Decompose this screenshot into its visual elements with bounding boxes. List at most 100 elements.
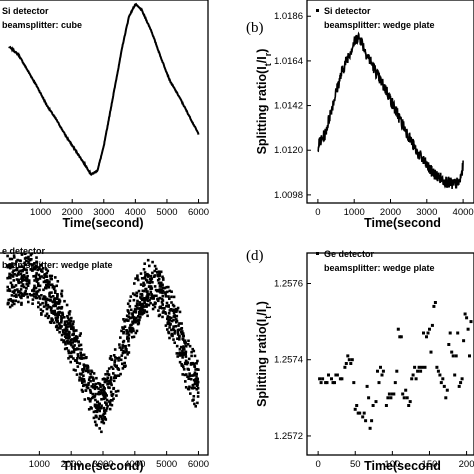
data-point — [62, 340, 65, 344]
data-point — [89, 375, 93, 379]
data-point — [118, 346, 122, 349]
data-point — [19, 288, 23, 291]
data-point — [92, 378, 95, 382]
data-point — [110, 358, 114, 361]
data-point — [67, 349, 70, 352]
data-point — [156, 271, 159, 274]
data-point — [54, 318, 58, 322]
data-point — [60, 321, 63, 324]
data-point — [136, 276, 139, 280]
data-point — [38, 266, 41, 269]
data-point — [72, 320, 75, 323]
data-point — [172, 315, 176, 318]
x-tick-label: 0 — [315, 459, 320, 470]
data-point — [148, 281, 151, 285]
data-point — [8, 257, 12, 261]
data-point — [25, 279, 28, 283]
data-point — [124, 364, 127, 368]
data-point — [23, 291, 27, 295]
data-point — [103, 380, 107, 384]
data-point — [25, 282, 28, 286]
data-point — [166, 317, 169, 321]
data-point — [127, 344, 131, 347]
data-point — [87, 378, 91, 381]
data-point — [41, 297, 45, 300]
data-point — [22, 273, 26, 277]
data-point — [87, 381, 90, 385]
data-point — [56, 301, 59, 304]
data-point — [27, 260, 30, 264]
data-point — [120, 329, 123, 333]
data-point — [132, 329, 135, 333]
data-point — [368, 426, 372, 430]
data-point — [44, 296, 47, 299]
data-point — [67, 322, 70, 325]
data-point — [52, 304, 56, 307]
data-point — [112, 397, 115, 400]
data-point — [133, 282, 136, 285]
data-point — [72, 332, 75, 336]
data-point — [121, 351, 125, 355]
x-tick-label: 1000 — [344, 207, 365, 218]
data-point — [164, 292, 167, 296]
data-point — [80, 379, 84, 383]
data-point — [47, 286, 51, 289]
data-point — [154, 301, 157, 305]
data-point — [172, 311, 176, 315]
data-point — [137, 319, 140, 322]
data-point — [194, 377, 197, 381]
data-point — [6, 285, 9, 289]
data-point — [164, 324, 168, 327]
data-point — [89, 397, 92, 401]
data-point — [186, 375, 189, 378]
data-point — [51, 286, 55, 289]
data-point — [68, 340, 72, 344]
data-point — [17, 293, 21, 297]
y-tick-label: 1.0120 — [274, 145, 303, 156]
data-point — [79, 343, 83, 347]
data-point — [352, 381, 356, 385]
data-point — [117, 374, 121, 377]
data-point — [70, 316, 73, 320]
data-point — [151, 307, 155, 311]
data-point — [10, 294, 14, 297]
data-point — [121, 367, 125, 370]
data-point — [182, 353, 185, 357]
data-point — [80, 377, 84, 380]
data-point — [168, 336, 171, 340]
data-point — [113, 364, 117, 367]
data-point — [67, 351, 71, 354]
data-point — [21, 274, 24, 278]
data-point — [37, 282, 40, 285]
data-point — [126, 335, 129, 338]
data-point — [144, 298, 147, 302]
data-point — [76, 353, 80, 356]
data-point — [56, 294, 59, 297]
legend-marker — [316, 252, 319, 255]
data-point — [125, 350, 128, 353]
data-point — [60, 289, 64, 293]
data-point — [82, 363, 86, 366]
data-point — [60, 307, 63, 310]
data-point — [104, 408, 108, 412]
data-point — [56, 293, 59, 296]
data-point — [94, 423, 98, 426]
data-point — [159, 281, 162, 285]
data-point — [104, 418, 108, 421]
data-point — [35, 292, 38, 295]
data-point — [151, 271, 154, 275]
data-point — [66, 325, 69, 328]
data-point — [404, 388, 408, 392]
data-point — [140, 313, 143, 316]
data-point — [344, 362, 348, 365]
data-point — [138, 301, 142, 304]
data-point — [90, 370, 94, 374]
data-point — [107, 400, 111, 403]
data-point — [459, 381, 463, 385]
data-point — [76, 365, 80, 368]
data-point — [176, 333, 180, 336]
data-point — [384, 404, 388, 407]
x-tick-label: 3000 — [93, 207, 114, 218]
data-point — [82, 353, 86, 357]
data-point — [67, 311, 71, 314]
